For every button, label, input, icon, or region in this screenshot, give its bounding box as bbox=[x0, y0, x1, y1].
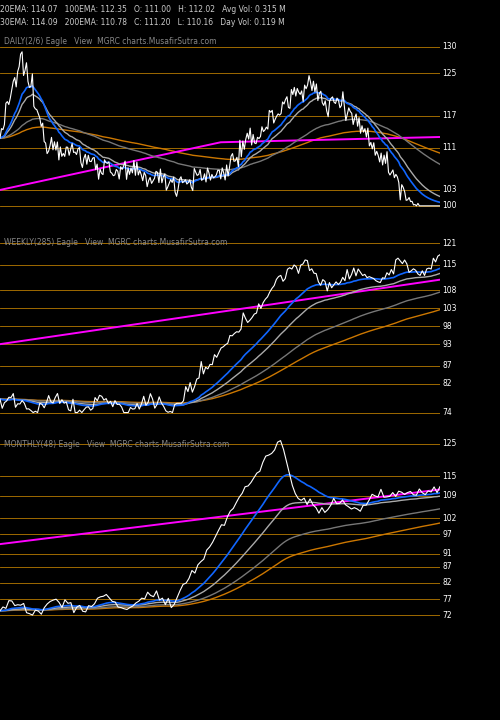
Text: 77: 77 bbox=[442, 595, 452, 603]
Text: 102: 102 bbox=[442, 514, 456, 523]
Text: 100: 100 bbox=[442, 202, 456, 210]
Text: 30EMA: 114.09   200EMA: 110.78   C: 111.20   L: 110.16   Day Vol: 0.119 M: 30EMA: 114.09 200EMA: 110.78 C: 111.20 L… bbox=[0, 18, 285, 27]
Text: 121: 121 bbox=[442, 239, 456, 248]
Text: 117: 117 bbox=[442, 112, 456, 120]
Text: 82: 82 bbox=[442, 379, 452, 388]
Text: 130: 130 bbox=[442, 42, 456, 51]
Text: 125: 125 bbox=[442, 69, 456, 78]
Text: DAILY(2/6) Eagle   View  MGRC charts.MusafirSutra.com: DAILY(2/6) Eagle View MGRC charts.Musafi… bbox=[4, 37, 217, 45]
Text: 125: 125 bbox=[442, 439, 456, 449]
Text: 103: 103 bbox=[442, 186, 456, 194]
Text: 93: 93 bbox=[442, 340, 452, 348]
Text: 87: 87 bbox=[442, 562, 452, 571]
Text: WEEKLY(285) Eagle   View  MGRC charts.MusafirSutra.com: WEEKLY(285) Eagle View MGRC charts.Musaf… bbox=[4, 238, 228, 247]
Text: 87: 87 bbox=[442, 361, 452, 370]
Text: 103: 103 bbox=[442, 304, 456, 312]
Text: 108: 108 bbox=[442, 286, 456, 294]
Text: 97: 97 bbox=[442, 530, 452, 539]
Text: 82: 82 bbox=[442, 578, 452, 588]
Text: 115: 115 bbox=[442, 472, 456, 481]
Text: MONTHLY(48) Eagle   View  MGRC charts.MusafirSutra.com: MONTHLY(48) Eagle View MGRC charts.Musaf… bbox=[4, 440, 230, 449]
Text: 109: 109 bbox=[442, 491, 456, 500]
Text: 115: 115 bbox=[442, 261, 456, 269]
Text: 91: 91 bbox=[442, 549, 452, 558]
Text: 111: 111 bbox=[442, 143, 456, 152]
Text: 20EMA: 114.07   100EMA: 112.35   O: 111.00   H: 112.02   Avg Vol: 0.315 M: 20EMA: 114.07 100EMA: 112.35 O: 111.00 H… bbox=[0, 5, 286, 14]
Text: 98: 98 bbox=[442, 322, 452, 330]
Text: 74: 74 bbox=[442, 408, 452, 417]
Text: 72: 72 bbox=[442, 611, 452, 620]
